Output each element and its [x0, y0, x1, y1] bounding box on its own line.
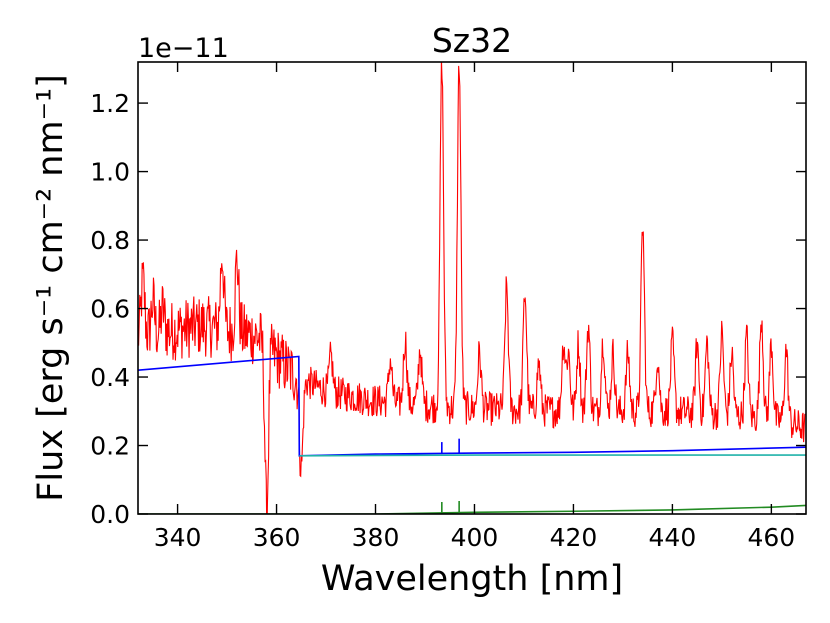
y-tick-label-4: 0.8: [90, 226, 130, 255]
y-tick-label-5: 1.0: [90, 158, 130, 187]
series-observed: [138, 62, 806, 514]
plot-content: [138, 62, 806, 514]
y-axis-offset-text: 1e−11: [138, 33, 229, 64]
axis-ticks: 340 360 380 400 420 440 460 0.0 0.2 0.4 0.6 0.8 1.0 1…: [90, 62, 806, 552]
y-tick-label-2: 0.4: [90, 363, 130, 392]
x-tick-label-460: 460: [748, 523, 796, 552]
x-tick-label-380: 380: [352, 523, 400, 552]
x-tick-label-420: 420: [550, 523, 598, 552]
x-tick-label-360: 360: [253, 523, 301, 552]
chart-title: Sz32: [432, 21, 512, 60]
y-tick-label-6: 1.2: [90, 89, 130, 118]
y-tick-label-1: 0.2: [90, 432, 130, 461]
x-axis-label: Wavelength [nm]: [321, 559, 623, 599]
series-residual-component: [138, 504, 806, 514]
x-tick-label-340: 340: [154, 523, 202, 552]
x-tick-label-400: 400: [451, 523, 499, 552]
plot-frame: [137, 61, 807, 515]
y-axis-label: Flux [erg s⁻¹ cm⁻² nm⁻¹]: [31, 74, 71, 501]
series-model-component: [299, 454, 806, 457]
series-model-total: [138, 355, 806, 457]
x-tick-label-440: 440: [649, 523, 697, 552]
y-tick-label-0: 0.0: [90, 500, 130, 529]
y-tick-label-3: 0.6: [90, 295, 130, 324]
